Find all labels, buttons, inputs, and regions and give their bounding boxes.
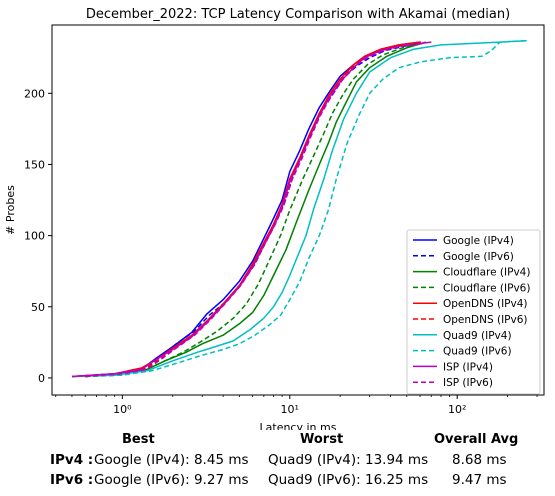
series-line-opendns-ipv4 bbox=[71, 41, 421, 378]
latency-chart: December_2022: TCP Latency Comparison wi… bbox=[4, 7, 545, 430]
summary-best-ipv4: Google (IPv4): 8.45 ms bbox=[94, 452, 249, 468]
legend-label-cloudflare-ipv6: Cloudflare (IPv6) bbox=[443, 282, 530, 294]
summary-best-ipv6: Google (IPv6): 9.27 ms bbox=[94, 472, 249, 488]
x-tick-label: 10⁰ bbox=[113, 403, 132, 416]
series-line-cloudflare-ipv6 bbox=[85, 42, 423, 378]
y-tick-label: 200 bbox=[24, 87, 45, 100]
series-line-cloudflare-ipv4 bbox=[71, 41, 427, 378]
summary-worst-ipv6: Quad9 (IPv6): 16.25 ms bbox=[268, 472, 429, 488]
legend-label-google-ipv6: Google (IPv6) bbox=[443, 251, 514, 263]
series-line-google-ipv4 bbox=[71, 41, 421, 378]
summary-avg-ipv4: 8.68 ms bbox=[452, 452, 507, 468]
y-tick-label: 150 bbox=[24, 158, 45, 171]
x-axis-label: Latency in ms bbox=[260, 421, 337, 430]
series-line-opendns-ipv6 bbox=[85, 41, 422, 378]
series-line-quad9-ipv4 bbox=[71, 39, 527, 378]
axis-layer: 0 50 100 150 200 10⁰ 10¹ 10² bbox=[24, 87, 538, 416]
x-tick-label: 10¹ bbox=[281, 403, 299, 416]
y-tick-label: 100 bbox=[24, 230, 45, 243]
legend-label-opendns-ipv4: OpenDNS (IPv4) bbox=[443, 298, 528, 310]
summary-row-label-ipv4: IPv4 : bbox=[50, 452, 94, 468]
plot-frame bbox=[51, 24, 545, 396]
y-tick-label: 50 bbox=[31, 301, 45, 314]
summary-worst-ipv4: Quad9 (IPv4): 13.94 ms bbox=[268, 452, 429, 468]
summary-header-avg: Overall Avg bbox=[434, 432, 519, 447]
series-line-quad9-ipv6 bbox=[85, 39, 527, 378]
x-tick-label: 10² bbox=[448, 403, 466, 416]
summary-table: Best Worst Overall Avg IPv4 : Google (IP… bbox=[0, 430, 555, 496]
summary-header-best: Best bbox=[122, 432, 155, 447]
legend-label-isp-ipv4: ISP (IPv4) bbox=[443, 361, 493, 373]
legend-label-opendns-ipv6: OpenDNS (IPv6) bbox=[443, 314, 528, 326]
legend-label-quad9-ipv4: Quad9 (IPv4) bbox=[443, 330, 512, 342]
legend-label-cloudflare-ipv4: Cloudflare (IPv4) bbox=[443, 267, 530, 279]
summary-avg-ipv6: 9.47 ms bbox=[452, 472, 507, 488]
y-tick-label: 0 bbox=[38, 372, 45, 385]
legend: Google (IPv4) Google (IPv6) Cloudflare (IP… bbox=[406, 229, 541, 395]
legend-box bbox=[406, 229, 541, 395]
series-line-isp-ipv4 bbox=[71, 41, 432, 378]
chart-title: December_2022: TCP Latency Comparison wi… bbox=[86, 7, 510, 22]
series-line-google-ipv6 bbox=[85, 42, 423, 378]
legend-label-google-ipv4: Google (IPv4) bbox=[443, 235, 514, 247]
legend-label-isp-ipv6: ISP (IPv6) bbox=[443, 377, 493, 389]
series-layer bbox=[71, 39, 527, 378]
y-axis-label: # Probes bbox=[4, 185, 17, 235]
legend-label-quad9-ipv6: Quad9 (IPv6) bbox=[443, 346, 512, 358]
summary-header-worst: Worst bbox=[300, 432, 344, 447]
summary-row-label-ipv6: IPv6 : bbox=[50, 472, 94, 488]
